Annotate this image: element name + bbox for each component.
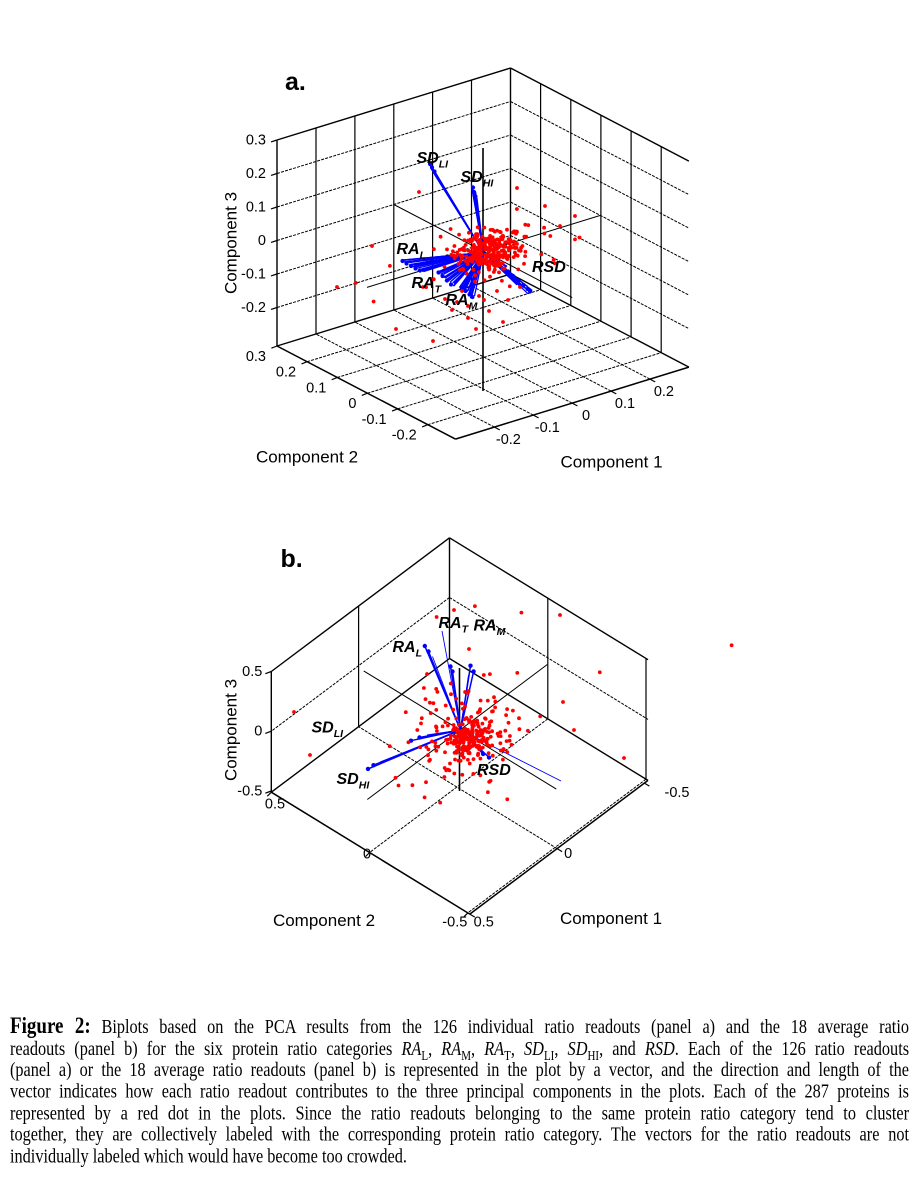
svg-text:0.2: 0.2	[276, 365, 296, 381]
svg-text:RAL: RAL	[393, 639, 423, 660]
svg-text:0.2: 0.2	[654, 384, 674, 400]
svg-text:-0.5: -0.5	[237, 784, 262, 800]
svg-text:SDHI: SDHI	[461, 169, 495, 190]
svg-text:RAT: RAT	[412, 275, 443, 296]
svg-text:Component 1: Component 1	[560, 909, 662, 928]
svg-text:-0.5: -0.5	[442, 915, 467, 931]
svg-text:Component 2: Component 2	[256, 448, 358, 467]
svg-text:0: 0	[564, 846, 572, 862]
svg-text:-0.1: -0.1	[241, 267, 266, 283]
svg-text:RAL: RAL	[397, 241, 427, 262]
svg-text:-0.2: -0.2	[241, 300, 266, 316]
svg-text:b.: b.	[281, 545, 303, 573]
svg-text:0.3: 0.3	[246, 349, 266, 365]
svg-text:a.: a.	[285, 68, 306, 96]
svg-text:RAM: RAM	[474, 618, 506, 639]
svg-text:Component 3: Component 3	[222, 679, 241, 781]
svg-text:0: 0	[258, 233, 266, 249]
svg-text:-0.2: -0.2	[392, 428, 417, 444]
svg-text:0.1: 0.1	[306, 381, 326, 397]
svg-text:-0.1: -0.1	[535, 420, 560, 436]
svg-text:-0.2: -0.2	[496, 432, 521, 448]
svg-text:0.1: 0.1	[246, 200, 266, 216]
svg-text:RSD: RSD	[477, 762, 511, 779]
svg-text:0.5: 0.5	[242, 664, 262, 680]
svg-text:Component 2: Component 2	[273, 911, 375, 930]
svg-text:0.3: 0.3	[246, 133, 266, 149]
svg-text:Component 1: Component 1	[560, 453, 662, 472]
svg-text:0: 0	[582, 408, 590, 424]
svg-text:SDLI: SDLI	[312, 720, 345, 741]
svg-text:0: 0	[348, 396, 356, 412]
svg-text:0.5: 0.5	[474, 915, 494, 931]
svg-text:-0.1: -0.1	[362, 412, 387, 428]
svg-text:RAT: RAT	[439, 615, 470, 636]
svg-text:0.2: 0.2	[246, 166, 266, 182]
svg-text:Component 3: Component 3	[222, 192, 241, 294]
svg-text:RSD: RSD	[532, 259, 566, 276]
svg-text:0.5: 0.5	[265, 797, 285, 813]
svg-text:0: 0	[254, 724, 262, 740]
svg-text:-0.5: -0.5	[665, 785, 690, 801]
svg-text:0: 0	[363, 847, 371, 863]
svg-text:SDHI: SDHI	[337, 771, 371, 792]
svg-text:0.1: 0.1	[615, 396, 635, 412]
